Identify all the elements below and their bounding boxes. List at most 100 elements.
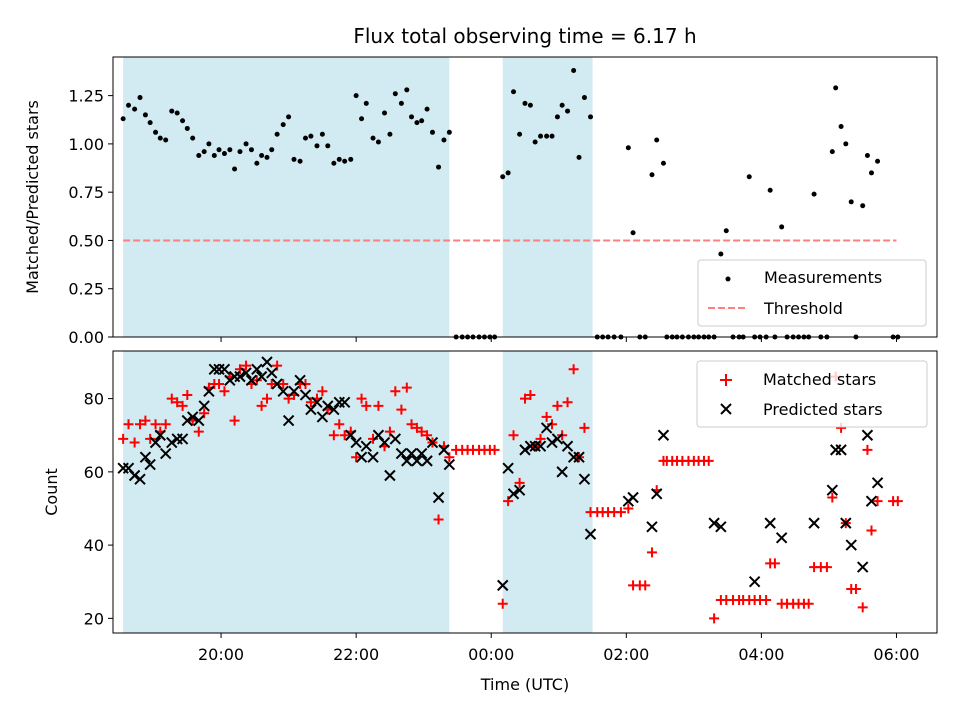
measurement-point (838, 124, 844, 130)
predicted-star-point (186, 411, 199, 423)
measurement-point (848, 199, 854, 205)
measurement-point (544, 133, 550, 139)
top-y-tick-label: 0.75 (68, 183, 104, 202)
measurement-point (132, 106, 138, 112)
predicted-star-point (255, 370, 268, 383)
legend-measurements-label: Measurements (764, 268, 882, 287)
matched-star-point (803, 598, 814, 609)
measurement-point (500, 174, 506, 180)
matched-star-point (219, 386, 230, 397)
predicted-star-point (513, 484, 526, 496)
predicted-star-point (502, 462, 514, 474)
measurement-point (342, 158, 348, 164)
measurement-point (429, 129, 435, 135)
chart-title: Flux total observing time = 6.17 h (353, 24, 696, 48)
predicted-star-point (311, 396, 323, 408)
matched-star-point (525, 389, 536, 400)
predicted-star-point (384, 469, 396, 482)
matched-star-point (361, 400, 372, 411)
measurement-point (404, 87, 410, 93)
matched-star-point (761, 595, 772, 606)
measurement-point (549, 133, 555, 139)
measurement-point (559, 102, 565, 108)
bottom-y-ticks: 20 40 60 80 (84, 390, 113, 628)
predicted-star-point (507, 488, 520, 500)
predicted-star-point (234, 370, 246, 383)
predicted-star-point (360, 440, 372, 452)
measurement-point (375, 139, 381, 145)
measurement-point (414, 120, 420, 126)
matched-star-point (166, 393, 177, 404)
measurement-point (169, 108, 175, 114)
matched-star-point (373, 400, 384, 411)
matched-star-point (135, 419, 146, 430)
matched-star-point (562, 397, 573, 408)
matched-star-point (769, 558, 780, 569)
predicted-star-point (546, 436, 558, 449)
predicted-star-point (355, 451, 368, 463)
matched-star-point (214, 378, 225, 389)
measurement-point (829, 149, 835, 155)
predicted-star-point (389, 433, 402, 445)
predicted-star-point (411, 455, 423, 467)
predicted-star-point (294, 374, 306, 387)
measurement-point (565, 108, 571, 114)
predicted-star-point (646, 521, 658, 533)
top-y-ticks: 0.00 0.25 0.50 0.75 1.00 1.25 (68, 87, 113, 347)
predicted-star-point (835, 444, 847, 456)
measurement-point (206, 141, 212, 147)
measurement-point (348, 156, 354, 162)
measurement-point (517, 131, 523, 137)
measurement-point (505, 170, 511, 176)
measurement-point (157, 135, 163, 141)
predicted-star-point (657, 429, 670, 441)
predicted-star-point (627, 491, 639, 504)
matched-star-point (145, 433, 156, 444)
matched-star-point (172, 397, 183, 408)
legend-matched-label: Matched stars (763, 370, 876, 389)
matched-star-point (866, 525, 877, 536)
predicted-star-point (438, 444, 450, 456)
x-tick-label: 04:00 (738, 645, 784, 664)
x-tick-label: 00:00 (468, 645, 514, 664)
measurement-point (630, 230, 636, 236)
predicted-star-point (443, 458, 456, 471)
measurement-point (269, 147, 275, 153)
bottom-axes-frame (112, 350, 938, 634)
predicted-star-point (708, 517, 720, 529)
measurement-point (527, 102, 533, 108)
predicted-star-point (203, 385, 215, 397)
matched-star-point (862, 444, 873, 455)
top-legend-box (697, 259, 927, 327)
matched-star-point (241, 360, 252, 371)
predicted-star-point (338, 396, 351, 408)
predicted-star-point (829, 444, 842, 456)
measurement-point (190, 135, 196, 141)
measurement-point (237, 149, 243, 155)
predicted-star-point (322, 400, 334, 412)
measurement-point (625, 145, 631, 151)
measurement-point (779, 224, 785, 230)
legend-measurements-marker (725, 276, 731, 282)
measurement-point (147, 120, 153, 126)
measurement-point (120, 116, 126, 122)
measurement-point (436, 164, 442, 170)
measurement-point (581, 95, 587, 101)
matched-star-point (182, 389, 193, 400)
matched-star-point (416, 426, 427, 437)
top-y-axis-label: Matched/Predicted stars (23, 100, 42, 294)
measurement-point (264, 154, 270, 160)
matched-star-point (703, 455, 714, 466)
measurement-point (441, 137, 447, 143)
x-tick-label: 06:00 (873, 645, 919, 664)
measurement-point (767, 187, 773, 193)
matched-star-point (709, 613, 720, 624)
predicted-star-point (540, 422, 553, 434)
matched-star-point (401, 382, 412, 393)
matched-star-point (150, 419, 161, 430)
matched-star-point (278, 378, 289, 389)
measurement-point (811, 191, 817, 197)
matched-star-point (489, 444, 500, 455)
measurement-point (370, 135, 376, 141)
measurement-point (359, 116, 365, 122)
